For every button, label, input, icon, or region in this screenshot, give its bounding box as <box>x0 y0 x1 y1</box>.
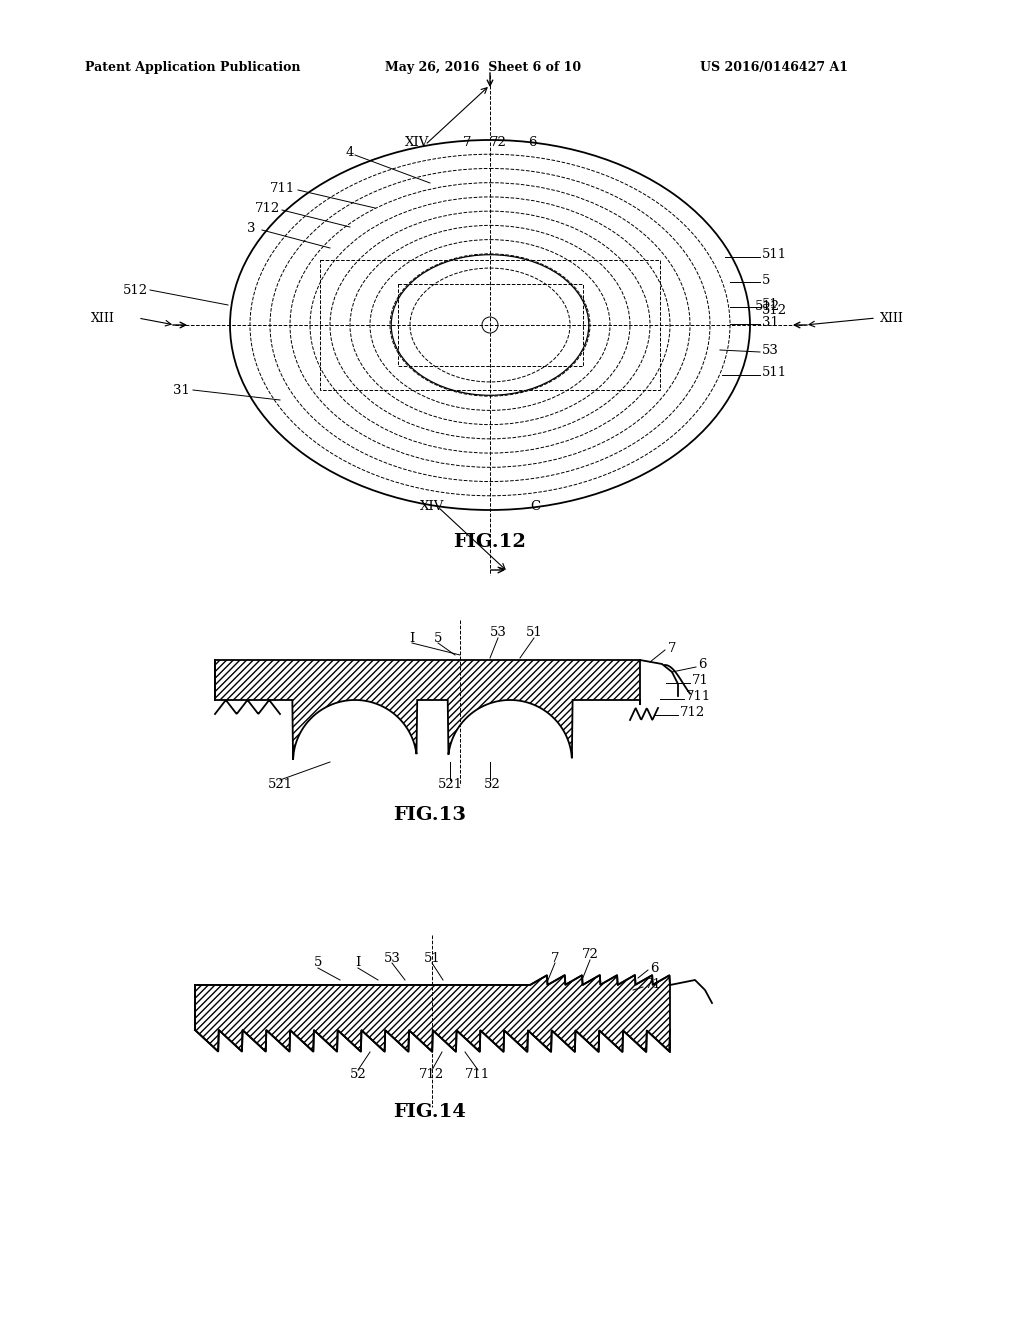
Text: FIG.14: FIG.14 <box>393 1104 467 1121</box>
Text: May 26, 2016  Sheet 6 of 10: May 26, 2016 Sheet 6 of 10 <box>385 62 582 74</box>
Text: 5: 5 <box>313 957 323 969</box>
Text: 512: 512 <box>762 304 787 317</box>
Text: 31: 31 <box>762 315 779 329</box>
Text: 4: 4 <box>346 145 354 158</box>
Text: 712: 712 <box>680 706 706 719</box>
Text: 53: 53 <box>384 952 400 965</box>
Text: 711: 711 <box>686 690 712 704</box>
Text: XIII: XIII <box>91 312 115 325</box>
Text: 521: 521 <box>437 779 463 792</box>
Text: 7: 7 <box>668 642 677 655</box>
Text: 5: 5 <box>434 631 442 644</box>
Text: 6: 6 <box>698 659 707 672</box>
Text: 511: 511 <box>762 248 787 261</box>
Text: 72: 72 <box>490 136 507 149</box>
Text: 5: 5 <box>762 273 770 286</box>
Text: 31: 31 <box>173 384 190 396</box>
Polygon shape <box>195 975 670 1052</box>
Polygon shape <box>215 660 640 759</box>
Text: 712: 712 <box>420 1068 444 1081</box>
Text: FIG.12: FIG.12 <box>454 533 526 550</box>
Text: 711: 711 <box>465 1068 490 1081</box>
Text: 7: 7 <box>463 136 471 149</box>
Text: 71: 71 <box>645 978 662 991</box>
Text: I: I <box>410 631 415 644</box>
Text: 711: 711 <box>269 181 295 194</box>
Text: 53: 53 <box>489 627 507 639</box>
Text: 53: 53 <box>762 343 779 356</box>
Text: 521: 521 <box>267 779 293 792</box>
Text: 51: 51 <box>424 952 440 965</box>
Text: 71: 71 <box>692 675 709 688</box>
Text: 72: 72 <box>582 949 598 961</box>
Text: 512: 512 <box>123 284 148 297</box>
Text: 7: 7 <box>551 952 559 965</box>
Text: 6: 6 <box>650 961 658 974</box>
Text: XIII: XIII <box>880 312 904 325</box>
Text: XIV: XIV <box>420 500 444 513</box>
Text: I: I <box>355 957 360 969</box>
Text: 52: 52 <box>484 779 501 792</box>
Text: 512: 512 <box>755 301 780 314</box>
Text: XIV: XIV <box>406 136 429 149</box>
Text: 3: 3 <box>247 222 255 235</box>
Text: 6: 6 <box>528 136 537 149</box>
Text: US 2016/0146427 A1: US 2016/0146427 A1 <box>700 62 848 74</box>
Text: 511: 511 <box>762 367 787 380</box>
Text: 51: 51 <box>762 298 778 312</box>
Text: FIG.13: FIG.13 <box>393 807 467 824</box>
Text: 712: 712 <box>255 202 280 214</box>
Text: 52: 52 <box>349 1068 367 1081</box>
Text: C: C <box>530 500 540 513</box>
Text: 51: 51 <box>525 627 543 639</box>
Text: Patent Application Publication: Patent Application Publication <box>85 62 300 74</box>
